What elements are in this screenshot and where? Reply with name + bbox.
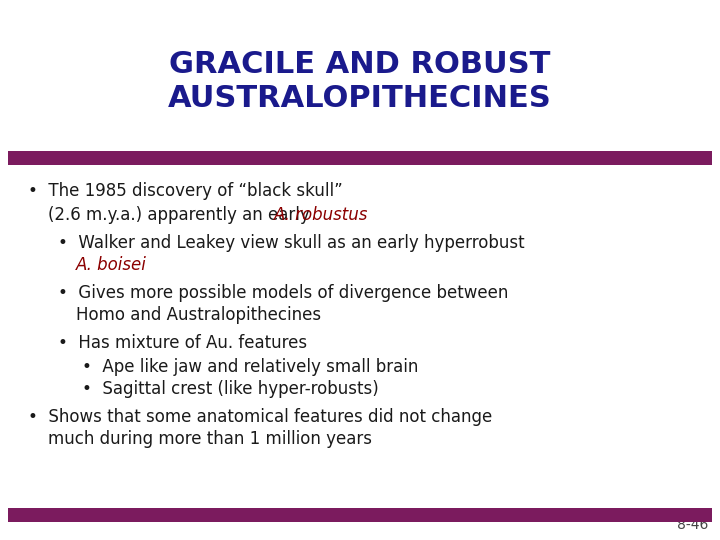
Text: •  The 1985 discovery of “black skull”: • The 1985 discovery of “black skull”: [28, 182, 343, 200]
Text: (2.6 m.y.a.) apparently an early: (2.6 m.y.a.) apparently an early: [48, 206, 315, 224]
Text: •  Shows that some anatomical features did not change: • Shows that some anatomical features di…: [28, 408, 492, 426]
Text: 8-46: 8-46: [677, 518, 708, 532]
Text: Homo and Australopithecines: Homo and Australopithecines: [76, 306, 321, 324]
Text: •  Ape like jaw and relatively small brain: • Ape like jaw and relatively small brai…: [82, 358, 418, 376]
Bar: [8, 508, 712, 522]
Text: A. boisei: A. boisei: [76, 256, 147, 274]
Bar: [8, 151, 712, 165]
Text: •  Gives more possible models of divergence between: • Gives more possible models of divergen…: [58, 284, 508, 302]
Text: A. robustus: A. robustus: [274, 206, 369, 224]
Text: •  Has mixture of Au. features: • Has mixture of Au. features: [58, 334, 307, 352]
Text: AUSTRALOPITHECINES: AUSTRALOPITHECINES: [168, 84, 552, 113]
Text: •  Walker and Leakey view skull as an early hyperrobust: • Walker and Leakey view skull as an ear…: [58, 234, 525, 252]
Text: much during more than 1 million years: much during more than 1 million years: [48, 430, 372, 448]
Text: •  Sagittal crest (like hyper-robusts): • Sagittal crest (like hyper-robusts): [82, 380, 379, 398]
Text: GRACILE AND ROBUST: GRACILE AND ROBUST: [169, 50, 551, 79]
